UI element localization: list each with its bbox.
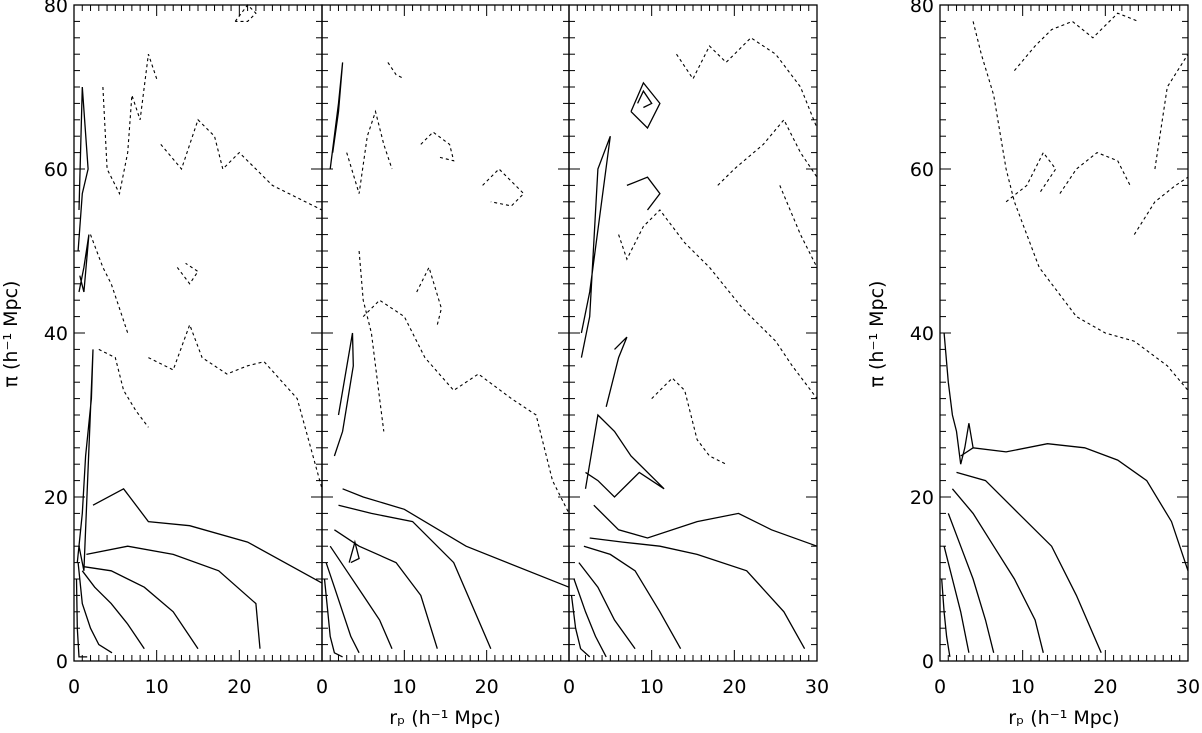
- contour-line-solid: [943, 546, 970, 653]
- contour-line-solid: [323, 578, 343, 658]
- x-tick-label: 0: [316, 676, 328, 698]
- contour-panel-2: 0 10 20: [316, 4, 570, 698]
- contour-line-dashed: [482, 168, 525, 207]
- contour-line-dashed: [779, 185, 818, 268]
- contour-line-dashed: [651, 377, 727, 465]
- contour-line-solid: [570, 595, 591, 658]
- x-tick-label: 10: [640, 676, 664, 698]
- contour-line-solid: [584, 413, 665, 498]
- x-tick-label: 20: [475, 676, 499, 698]
- x-tick-label: 0: [563, 676, 575, 698]
- contour-line-dashed: [676, 37, 818, 129]
- contour-line-solid: [583, 545, 682, 650]
- y-tick-label: 20: [910, 487, 934, 509]
- contour-line-solid: [77, 562, 113, 654]
- x-tick-label: 10: [392, 676, 416, 698]
- x-tick-label: 10: [1011, 676, 1035, 698]
- contour-line-solid: [333, 332, 354, 457]
- contour-line-dashed: [618, 209, 818, 399]
- contour-line-dashed: [1154, 53, 1189, 170]
- contour-line-solid: [605, 336, 628, 407]
- contour-line-solid: [580, 135, 611, 358]
- contour-line-solid: [83, 566, 199, 650]
- x-tick-label: 10: [145, 676, 169, 698]
- contour-line-solid: [81, 570, 145, 650]
- contour-line-solid: [941, 578, 951, 658]
- y-tick-label: 20: [44, 487, 68, 509]
- contour-line-solid: [589, 537, 806, 650]
- contour-line-dashed: [102, 54, 158, 196]
- contour-line-dashed: [1013, 12, 1139, 71]
- x-tick-label: 30: [805, 676, 829, 698]
- y-tick-label: 0: [922, 651, 934, 673]
- panel-frame: [568, 4, 818, 662]
- y-axis-label-left: π (h⁻¹ Mpc): [0, 281, 22, 388]
- panel-frame: [939, 4, 1189, 662]
- contour-line-solid: [78, 234, 90, 293]
- contour-line-solid: [334, 529, 438, 649]
- y-tick-label: 40: [44, 323, 68, 345]
- contour-line-solid: [76, 349, 94, 571]
- contour-line-solid: [951, 488, 1044, 653]
- y-tick-label: 60: [910, 159, 934, 181]
- contour-line-dashed: [1133, 176, 1189, 235]
- contour-line-dashed: [387, 62, 405, 80]
- x-tick-label: 20: [1093, 676, 1117, 698]
- contour-line-solid: [956, 471, 1102, 654]
- contour-line-dashed: [362, 299, 570, 514]
- contour-line-solid: [947, 513, 995, 653]
- x-tick-label: 20: [722, 676, 746, 698]
- contour-panel-3: 0 10 20 30: [563, 4, 829, 698]
- x-tick-label: 30: [1176, 676, 1200, 698]
- contour-line-solid: [630, 81, 661, 130]
- contour-line-dashed: [972, 21, 1189, 391]
- contour-line-dashed: [176, 262, 199, 285]
- contour-line-solid: [943, 332, 974, 465]
- x-axis-label-left: rₚ (h⁻¹ Mpc): [389, 707, 500, 729]
- panel-frame: [321, 4, 570, 662]
- y-tick-label: 40: [910, 323, 934, 345]
- x-axis-label-right: rₚ (h⁻¹ Mpc): [1008, 707, 1119, 729]
- contour-line-solid: [75, 578, 88, 658]
- y-tick-label: 60: [44, 159, 68, 181]
- y-tick-label: 0: [56, 651, 68, 673]
- contour-line-solid: [338, 504, 492, 649]
- x-tick-label: 0: [934, 676, 946, 698]
- contour-line-solid: [348, 539, 360, 564]
- contour-panel-4: 0 10 20 30 0 20 40 60 80: [910, 0, 1200, 698]
- contour-line-solid: [92, 487, 323, 584]
- contour-line-solid: [329, 62, 344, 170]
- contour-line-solid: [86, 545, 261, 649]
- contour-line-dashed: [160, 118, 323, 211]
- contour-line-solid: [960, 443, 1189, 572]
- y-axis-label-right: π (h⁻¹ Mpc): [866, 281, 888, 388]
- contour-line-dashed: [1005, 151, 1057, 203]
- x-tick-label: 20: [227, 676, 251, 698]
- contour-line-solid: [342, 488, 570, 588]
- contour-line-dashed: [416, 265, 442, 325]
- y-tick-label: 80: [44, 0, 68, 17]
- x-tick-label: 0: [68, 676, 80, 698]
- contour-line-solid: [578, 562, 636, 650]
- contour-line-dashed: [1059, 151, 1131, 194]
- contour-line-solid: [626, 176, 661, 211]
- contour-line-dashed: [717, 118, 818, 186]
- contour-line-solid: [329, 545, 393, 649]
- contour-line-dashed: [98, 348, 149, 428]
- contour-line-dashed: [358, 250, 385, 432]
- panels-group: 0 10 20 0 20 40 60 80 0 10 20 0 10 20 30 0 10 20 30 0 20 40 60…: [44, 0, 1200, 698]
- y-tick-label: 80: [910, 0, 934, 17]
- contour-line-solid: [637, 89, 653, 109]
- contour-line-dashed: [89, 234, 129, 334]
- contour-line-solid: [573, 578, 607, 658]
- contour-line-dashed: [234, 4, 257, 22]
- contour-line-solid: [77, 86, 89, 252]
- contour-line-solid: [325, 562, 360, 654]
- contour-line-solid: [593, 504, 818, 547]
- contour-line-dashed: [346, 109, 393, 194]
- contour-line-dashed: [420, 131, 455, 162]
- contour-line-dashed: [148, 323, 323, 489]
- contour-panel-1: 0 10 20 0 20 40 60 80: [44, 0, 323, 698]
